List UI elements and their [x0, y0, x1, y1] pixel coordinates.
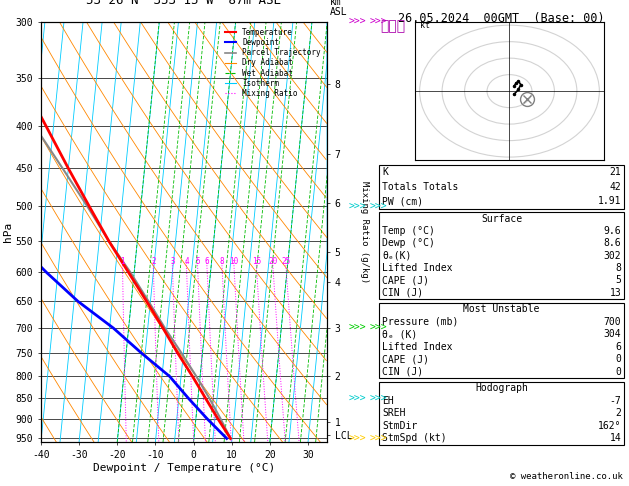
Text: Mixing Ratio (g/kg): Mixing Ratio (g/kg) [360, 181, 369, 283]
Text: >>>: >>> [349, 323, 367, 333]
X-axis label: Dewpoint / Temperature (°C): Dewpoint / Temperature (°C) [93, 463, 275, 473]
Text: 8.6: 8.6 [604, 238, 621, 248]
Text: CIN (J): CIN (J) [382, 288, 423, 298]
Text: 13: 13 [610, 288, 621, 298]
Text: 5: 5 [195, 257, 200, 266]
Text: 25: 25 [281, 257, 291, 266]
Text: 0: 0 [616, 354, 621, 364]
Text: CIN (J): CIN (J) [382, 367, 423, 377]
Text: >>>: >>> [370, 17, 387, 27]
Text: 8: 8 [616, 263, 621, 273]
Text: 6: 6 [204, 257, 209, 266]
Bar [379, 303, 624, 378]
Text: km
ASL: km ASL [330, 0, 348, 17]
Text: 0: 0 [616, 367, 621, 377]
Text: SREH: SREH [382, 408, 406, 418]
Text: >>>: >>> [370, 202, 387, 211]
Text: 14: 14 [610, 434, 621, 443]
Bar [379, 382, 624, 445]
Bar [379, 165, 624, 208]
Text: >>>: >>> [349, 393, 367, 403]
Text: -7: -7 [610, 396, 621, 406]
Text: >>>: >>> [349, 434, 367, 444]
Text: PW (cm): PW (cm) [382, 196, 423, 207]
Text: >>>: >>> [349, 202, 367, 211]
Text: >>>: >>> [370, 323, 387, 333]
Text: 700: 700 [604, 317, 621, 327]
Text: >>>: >>> [349, 17, 367, 27]
Text: 8: 8 [220, 257, 225, 266]
Text: 2: 2 [151, 257, 155, 266]
Text: 21: 21 [610, 168, 621, 177]
Y-axis label: hPa: hPa [3, 222, 13, 242]
Text: 1: 1 [120, 257, 125, 266]
Text: 53°26'N  353°15'W  87m ASL: 53°26'N 353°15'W 87m ASL [86, 0, 282, 7]
Text: EH: EH [382, 396, 394, 406]
Text: 4: 4 [184, 257, 189, 266]
Text: Hodograph: Hodograph [475, 383, 528, 393]
Text: Temp (°C): Temp (°C) [382, 226, 435, 236]
Text: θₑ(K): θₑ(K) [382, 251, 411, 260]
Text: 162°: 162° [598, 421, 621, 431]
Text: 20: 20 [269, 257, 277, 266]
Text: 1.91: 1.91 [598, 196, 621, 207]
Text: 10: 10 [230, 257, 238, 266]
Text: ⟰⟰⟰: ⟰⟰⟰ [381, 19, 406, 34]
Text: Totals Totals: Totals Totals [382, 182, 459, 192]
Text: Lifted Index: Lifted Index [382, 263, 452, 273]
Text: 304: 304 [604, 329, 621, 339]
Text: Pressure (mb): Pressure (mb) [382, 317, 459, 327]
Text: 15: 15 [252, 257, 261, 266]
Text: 3: 3 [170, 257, 175, 266]
Text: 5: 5 [616, 276, 621, 285]
Text: StmSpd (kt): StmSpd (kt) [382, 434, 447, 443]
Text: >>>: >>> [370, 434, 387, 444]
Legend: Temperature, Dewpoint, Parcel Trajectory, Dry Adiabat, Wet Adiabat, Isotherm, Mi: Temperature, Dewpoint, Parcel Trajectory… [223, 26, 323, 100]
Text: Lifted Index: Lifted Index [382, 342, 452, 352]
Text: kt: kt [420, 21, 430, 31]
Text: StmDir: StmDir [382, 421, 417, 431]
Text: 9.6: 9.6 [604, 226, 621, 236]
Text: 6: 6 [616, 342, 621, 352]
Text: Surface: Surface [481, 213, 522, 224]
Text: Most Unstable: Most Unstable [464, 304, 540, 314]
Bar [379, 212, 624, 299]
Text: © weatheronline.co.uk: © weatheronline.co.uk [510, 472, 623, 481]
Text: CAPE (J): CAPE (J) [382, 276, 429, 285]
Text: Dewp (°C): Dewp (°C) [382, 238, 435, 248]
Text: 2: 2 [616, 408, 621, 418]
Text: 302: 302 [604, 251, 621, 260]
Text: >>>: >>> [370, 393, 387, 403]
Text: CAPE (J): CAPE (J) [382, 354, 429, 364]
Text: 42: 42 [610, 182, 621, 192]
Text: 26.05.2024  00GMT  (Base: 00): 26.05.2024 00GMT (Base: 00) [398, 12, 605, 25]
Text: K: K [382, 168, 387, 177]
Text: θₑ (K): θₑ (K) [382, 329, 417, 339]
